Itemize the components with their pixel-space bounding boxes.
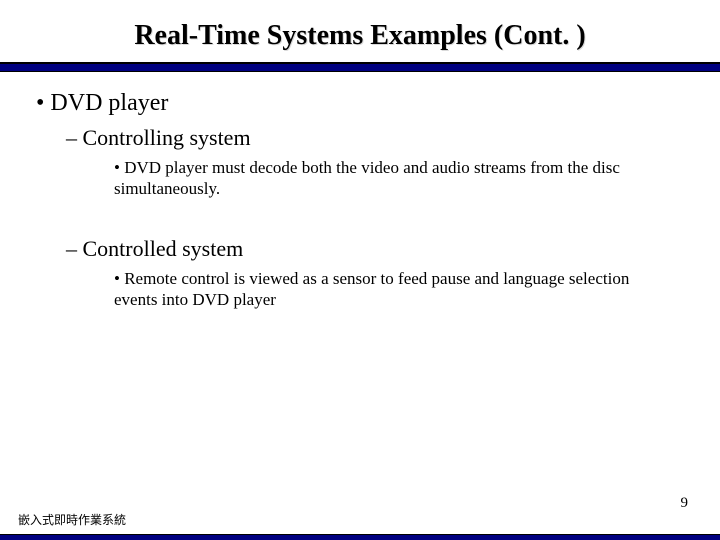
footer-bar [0, 534, 720, 540]
bullet-level-3: • Remote control is viewed as a sensor t… [114, 268, 684, 311]
slide-body: • DVD player – Controlling system • DVD … [0, 72, 720, 310]
footer-label: 嵌入式即時作業系統 [18, 511, 126, 528]
title-separator-bar [0, 62, 720, 72]
slide-title: Real-Time Systems Examples (Cont. ) [0, 0, 720, 52]
bullet-level-1: • DVD player [36, 90, 684, 117]
bullet-level-2: – Controlling system [66, 125, 684, 151]
bullet-level-3: • DVD player must decode both the video … [114, 157, 684, 200]
spacer [36, 204, 684, 228]
page-number: 9 [681, 495, 689, 512]
bullet-level-2: – Controlled system [66, 236, 684, 262]
